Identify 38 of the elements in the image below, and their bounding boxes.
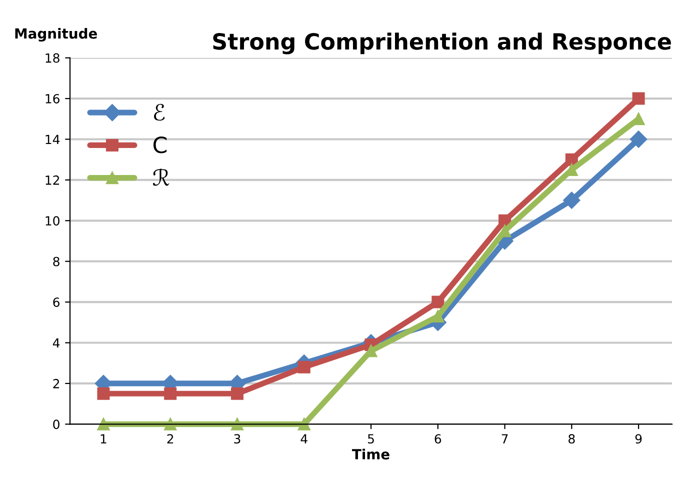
point <box>630 130 648 148</box>
y-tick-label: 0 <box>53 420 60 430</box>
point <box>432 310 444 323</box>
y-tick-label: 2 <box>53 378 60 388</box>
point <box>563 192 580 209</box>
point <box>164 418 177 430</box>
x-tick-label: 7 <box>502 434 508 444</box>
x-tick-label: 1 <box>100 434 106 444</box>
x-tick-label: 9 <box>635 434 642 444</box>
legend-label: C <box>153 136 167 154</box>
point <box>632 92 645 105</box>
x-tick-label: 5 <box>368 434 374 444</box>
point <box>432 296 444 308</box>
legend-label: ℰ <box>154 104 165 121</box>
y-tick-label: 14 <box>46 134 60 144</box>
x-tick-label: 6 <box>434 434 442 444</box>
point <box>298 360 310 374</box>
y-tick-label: 6 <box>53 298 60 307</box>
legend-label: ℛ <box>152 168 170 186</box>
point <box>230 418 244 430</box>
x-tick-label: 3 <box>234 434 240 444</box>
y-tick-label: 4 <box>52 338 60 348</box>
point <box>230 387 244 400</box>
point <box>97 387 110 400</box>
x-tick-label: 2 <box>167 434 174 444</box>
y-tick-label: 18 <box>46 53 60 63</box>
point <box>97 418 110 430</box>
y-axis-title: Magnitude <box>15 28 97 42</box>
y-tick-label: 12 <box>46 175 60 185</box>
x-axis-title: Time <box>352 448 390 460</box>
chart-title: Strong Comprihention and Responce <box>213 32 671 54</box>
y-tick-label: 8 <box>53 256 60 266</box>
point <box>164 387 177 400</box>
x-tick-label: 4 <box>300 434 308 444</box>
point <box>298 418 310 430</box>
y-tick-label: 16 <box>46 94 60 104</box>
x-tick-label: 8 <box>568 434 575 444</box>
y-tick-label: 10 <box>46 216 60 226</box>
